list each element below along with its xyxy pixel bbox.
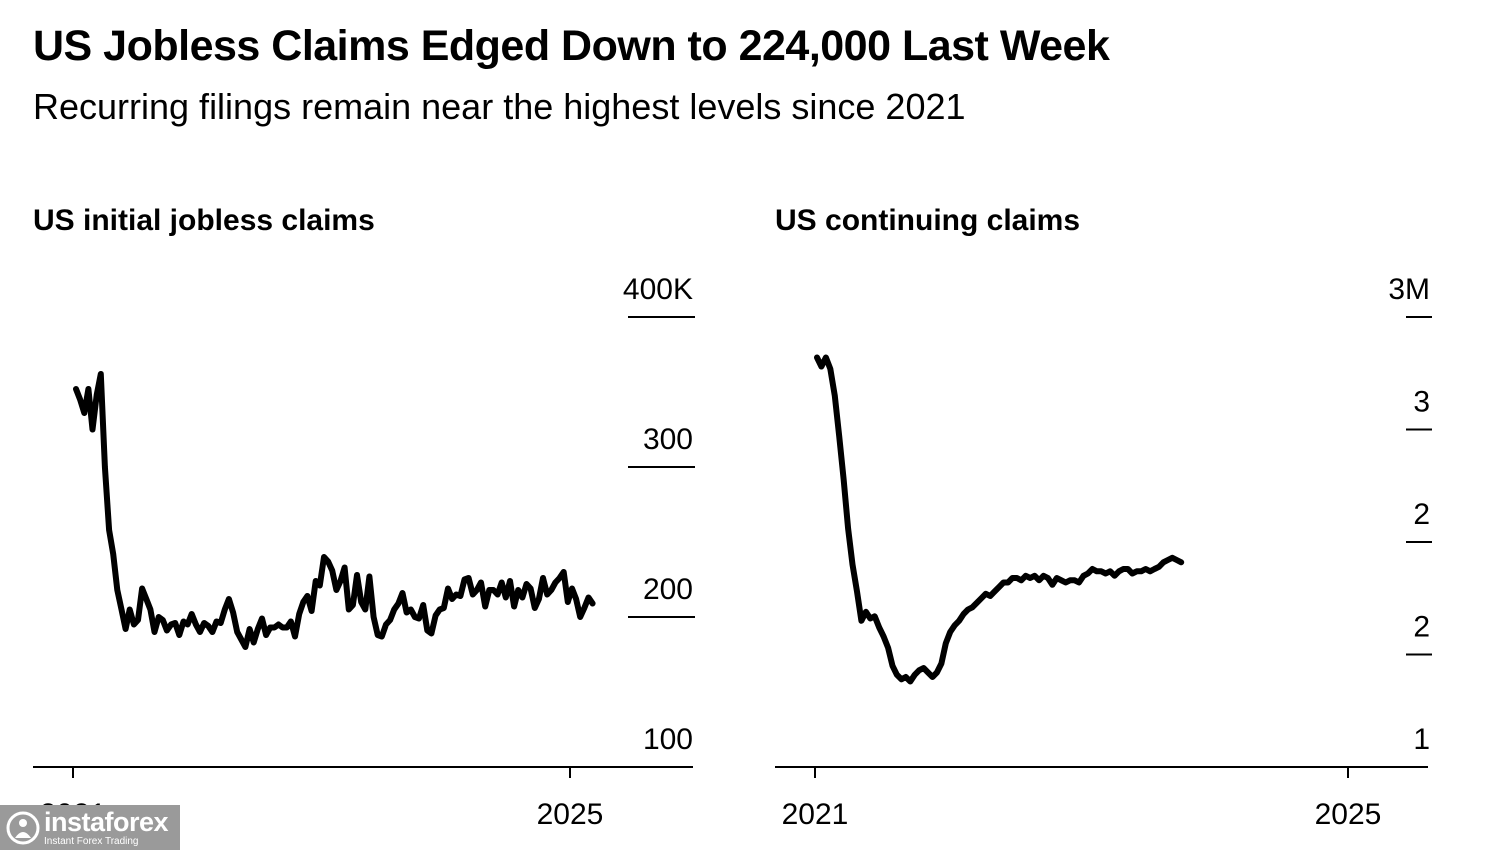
y-tick-label-initial: 400K [623, 273, 693, 306]
y-tick-label-continuing: 3 [1413, 386, 1430, 419]
y-tick-label-continuing: 3M [1388, 273, 1430, 306]
instaforex-logo-icon [6, 811, 40, 844]
series-line-continuing [814, 354, 1185, 685]
watermark-tagline: Instant Forex Trading [44, 835, 139, 847]
y-tick-label-continuing: 1 [1413, 723, 1430, 756]
page-subtitle: Recurring filings remain near the highes… [33, 86, 966, 127]
y-tick-label-initial: 300 [643, 423, 693, 456]
x-tick-label-continuing: 2025 [1315, 798, 1382, 831]
x-tick-label-initial: 2025 [537, 798, 604, 831]
page-title: US Jobless Claims Edged Down to 224,000 … [33, 22, 1110, 70]
series-line-initial [73, 371, 596, 650]
chart-initial: US initial jobless claims 400K 300 200 100 20… [33, 204, 695, 831]
chart-title-initial: US initial jobless claims [33, 204, 375, 237]
x-tick-label-continuing: 2021 [782, 798, 849, 831]
y-tick-label-initial: 200 [643, 573, 693, 606]
y-tick-label-continuing: 2 [1413, 611, 1430, 644]
watermark-brand: instaforex [44, 806, 169, 837]
y-tick-label-initial: 100 [643, 723, 693, 756]
chart-title-continuing: US continuing claims [775, 204, 1080, 237]
y-tick-label-continuing: 2 [1413, 498, 1430, 531]
watermark: instaforex Instant Forex Trading [0, 805, 180, 850]
chart-continuing: US continuing claims 3M 3 2 2 1 2021 2025 [775, 204, 1432, 831]
